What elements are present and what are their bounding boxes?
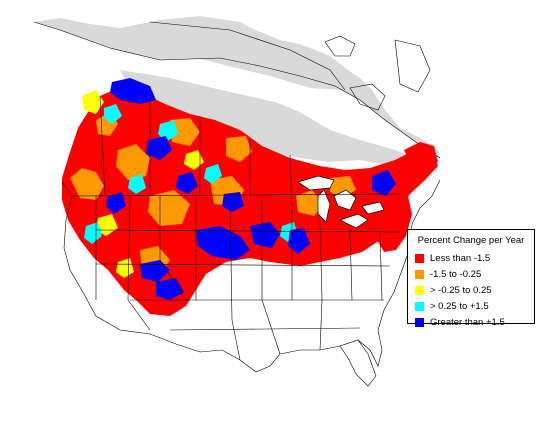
florida-peninsula bbox=[339, 339, 377, 387]
legend: Percent Change per Year Less than -1.5 -1… bbox=[407, 229, 535, 328]
legend-item: Greater than +1.5 bbox=[408, 314, 534, 330]
legend-swatch bbox=[415, 269, 424, 279]
legend-label: > 0.25 to +1.5 bbox=[430, 300, 489, 312]
legend-item: > -0.25 to 0.25 bbox=[408, 282, 534, 298]
legend-title: Percent Change per Year bbox=[417, 235, 525, 246]
legend-item: -1.5 to -0.25 bbox=[408, 266, 534, 282]
northern-outline bbox=[33, 21, 441, 159]
legend-label: -1.5 to -0.25 bbox=[430, 268, 482, 280]
legend-label: Less than -1.5 bbox=[430, 252, 491, 264]
legend-swatch bbox=[415, 301, 424, 311]
legend-swatch bbox=[415, 253, 424, 263]
legend-label: Greater than +1.5 bbox=[430, 316, 505, 328]
legend-swatch bbox=[415, 317, 424, 327]
political-boundaries bbox=[61, 95, 441, 373]
legend-label: > -0.25 to 0.25 bbox=[430, 284, 492, 296]
great-lakes bbox=[297, 175, 385, 229]
legend-item: > 0.25 to +1.5 bbox=[408, 298, 534, 314]
survey-regions bbox=[62, 78, 438, 316]
legend-item: Less than -1.5 bbox=[408, 250, 534, 266]
legend-swatch bbox=[415, 285, 424, 295]
unsurveyed-region bbox=[34, 16, 440, 166]
legend-items: Less than -1.5 -1.5 to -0.25 > -0.25 to 0.… bbox=[408, 250, 534, 330]
